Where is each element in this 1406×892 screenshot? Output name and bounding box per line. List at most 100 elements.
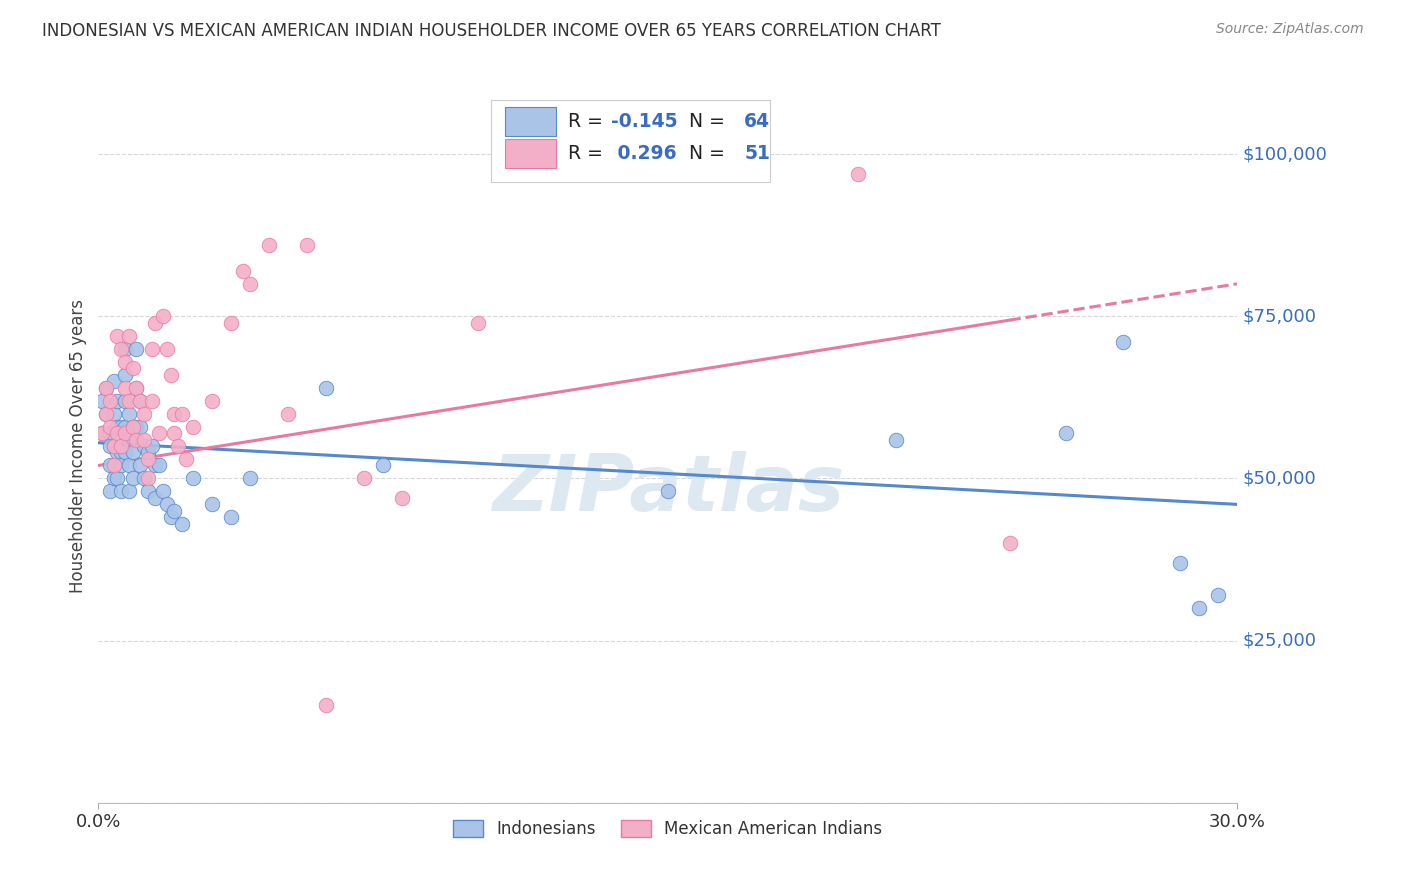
Point [114,419,136,434]
Point [170,407,193,421]
Point [221,510,243,524]
Point [129,393,152,408]
Point [1188,601,1211,615]
Point [118,484,141,499]
Point [121,361,143,376]
Legend: Indonesians, Mexican American Indians: Indonesians, Mexican American Indians [447,813,889,845]
Point [132,439,155,453]
Point [141,393,163,408]
Point [132,433,155,447]
Point [467,316,489,330]
Point [371,458,394,473]
Point [132,407,155,421]
Text: ZIPatlas: ZIPatlas [492,450,844,527]
Point [315,381,337,395]
Point [183,471,205,485]
Point [145,458,167,473]
Point [121,419,143,434]
Point [148,458,170,473]
Point [152,310,174,324]
Point [103,439,125,453]
Point [114,342,136,356]
Point [114,381,136,395]
Point [163,407,186,421]
Point [136,445,159,459]
Point [125,381,148,395]
Point [132,471,155,485]
Point [129,419,152,434]
Point [1170,556,1192,570]
Point [129,458,152,473]
Point [107,419,129,434]
Point [110,419,132,434]
Point [1208,588,1230,602]
Point [259,238,281,252]
Point [121,419,143,434]
Point [118,407,141,421]
Text: $25,000: $25,000 [1243,632,1317,649]
Point [103,374,125,388]
Point [232,264,254,278]
Point [94,381,117,395]
Point [107,328,129,343]
Point [163,504,186,518]
FancyBboxPatch shape [505,107,557,136]
FancyBboxPatch shape [491,100,770,182]
Point [315,698,337,713]
Point [118,328,141,343]
Point [118,393,141,408]
Point [183,419,205,434]
Text: R =: R = [568,144,609,163]
Point [98,419,121,434]
Point [121,471,143,485]
Point [297,238,319,252]
Point [145,316,167,330]
Point [846,167,869,181]
Point [159,510,181,524]
Point [174,452,197,467]
Point [156,342,179,356]
Text: R =: R = [568,112,609,131]
Point [91,425,114,440]
Point [114,354,136,368]
Text: N =: N = [676,112,731,131]
Point [118,458,141,473]
Point [98,425,121,440]
Point [103,458,125,473]
Point [103,471,125,485]
Point [91,425,114,440]
Point [277,407,299,421]
Text: -0.145: -0.145 [610,112,678,131]
Point [159,368,181,382]
Point [103,407,125,421]
Text: Source: ZipAtlas.com: Source: ZipAtlas.com [1216,22,1364,37]
Text: $100,000: $100,000 [1243,145,1327,163]
Point [141,342,163,356]
Point [136,484,159,499]
Point [107,445,129,459]
Text: INDONESIAN VS MEXICAN AMERICAN INDIAN HOUSEHOLDER INCOME OVER 65 YEARS CORRELATI: INDONESIAN VS MEXICAN AMERICAN INDIAN HO… [42,22,941,40]
Point [98,458,121,473]
Point [94,381,117,395]
Point [103,439,125,453]
Text: $75,000: $75,000 [1243,307,1317,326]
Point [353,471,375,485]
Point [94,407,117,421]
Point [98,484,121,499]
Point [1056,425,1078,440]
Point [170,516,193,531]
Point [110,439,132,453]
Point [125,342,148,356]
Point [145,491,167,505]
Point [107,425,129,440]
Point [657,484,679,499]
Point [167,439,190,453]
Point [201,497,224,511]
Point [98,393,121,408]
Point [239,277,262,291]
Point [201,393,224,408]
Point [148,425,170,440]
Point [110,458,132,473]
Point [98,439,121,453]
Point [114,425,136,440]
